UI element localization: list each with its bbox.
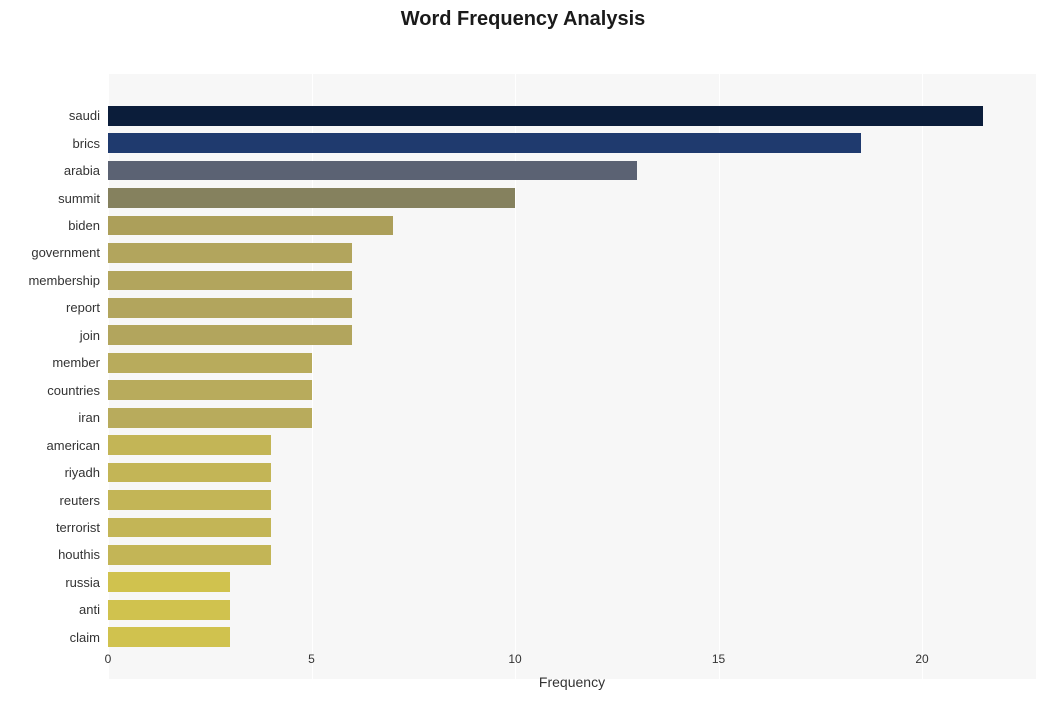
chart-title: Word Frequency Analysis xyxy=(0,8,1046,31)
bar xyxy=(108,243,352,263)
bar xyxy=(108,106,983,126)
bar xyxy=(108,216,393,236)
bar-row: government xyxy=(108,243,1036,263)
bar-label: american xyxy=(47,438,108,453)
bar-label: riyadh xyxy=(65,465,108,480)
bar-label: anti xyxy=(79,602,108,617)
bar-label: report xyxy=(66,300,108,315)
bar xyxy=(108,572,230,592)
bar xyxy=(108,133,861,153)
chart-plot-area: saudi brics arabia summit biden government mem… xyxy=(108,74,1036,679)
bar-label: russia xyxy=(65,575,108,590)
x-axis-title: Frequency xyxy=(539,674,605,690)
bar xyxy=(108,408,312,428)
bar-label: claim xyxy=(70,630,108,645)
x-axis: 05101520 Frequency xyxy=(108,644,1036,684)
bar xyxy=(108,600,230,620)
bar xyxy=(108,161,637,181)
bar-label: reuters xyxy=(60,493,108,508)
bar-row: brics xyxy=(108,133,1036,153)
bar-label: saudi xyxy=(69,108,108,123)
bar-row: reuters xyxy=(108,490,1036,510)
x-tick-label: 15 xyxy=(712,652,725,666)
bar-label: iran xyxy=(78,410,108,425)
bar xyxy=(108,463,271,483)
bar-row: arabia xyxy=(108,161,1036,181)
bar xyxy=(108,380,312,400)
bar-row: countries xyxy=(108,380,1036,400)
bar-row: iran xyxy=(108,408,1036,428)
bar-row: summit xyxy=(108,188,1036,208)
bar xyxy=(108,518,271,538)
bar-label: join xyxy=(80,328,108,343)
bar-label: government xyxy=(31,245,108,260)
bar-label: biden xyxy=(68,218,108,233)
bar-row: anti xyxy=(108,600,1036,620)
bar-label: member xyxy=(52,355,108,370)
bar-row: membership xyxy=(108,271,1036,291)
bar xyxy=(108,435,271,455)
x-tick-label: 5 xyxy=(308,652,315,666)
bar-row: american xyxy=(108,435,1036,455)
bar-row: join xyxy=(108,325,1036,345)
bar-row: member xyxy=(108,353,1036,373)
x-tick-label: 10 xyxy=(508,652,521,666)
chart-container: Word Frequency Analysis saudibricsarabia… xyxy=(0,8,1046,701)
bar-label: terrorist xyxy=(56,520,108,535)
bar-row: houthis xyxy=(108,545,1036,565)
bar-row: terrorist xyxy=(108,518,1036,538)
bar xyxy=(108,325,352,345)
bar-row: russia xyxy=(108,572,1036,592)
bar-label: membership xyxy=(28,273,108,288)
bar xyxy=(108,490,271,510)
bar xyxy=(108,545,271,565)
bar-label: houthis xyxy=(58,547,108,562)
bar-row: biden xyxy=(108,216,1036,236)
bar xyxy=(108,353,312,373)
bar-row: riyadh xyxy=(108,463,1036,483)
bar xyxy=(108,271,352,291)
bar-label: brics xyxy=(73,136,108,151)
bar xyxy=(108,188,515,208)
bar-row: report xyxy=(108,298,1036,318)
bar-label: arabia xyxy=(64,163,108,178)
x-tick-label: 20 xyxy=(915,652,928,666)
bar-label: countries xyxy=(47,383,108,398)
x-tick-label: 0 xyxy=(105,652,112,666)
bar xyxy=(108,298,352,318)
bar-label: summit xyxy=(58,191,108,206)
bar-row: saudi xyxy=(108,106,1036,126)
